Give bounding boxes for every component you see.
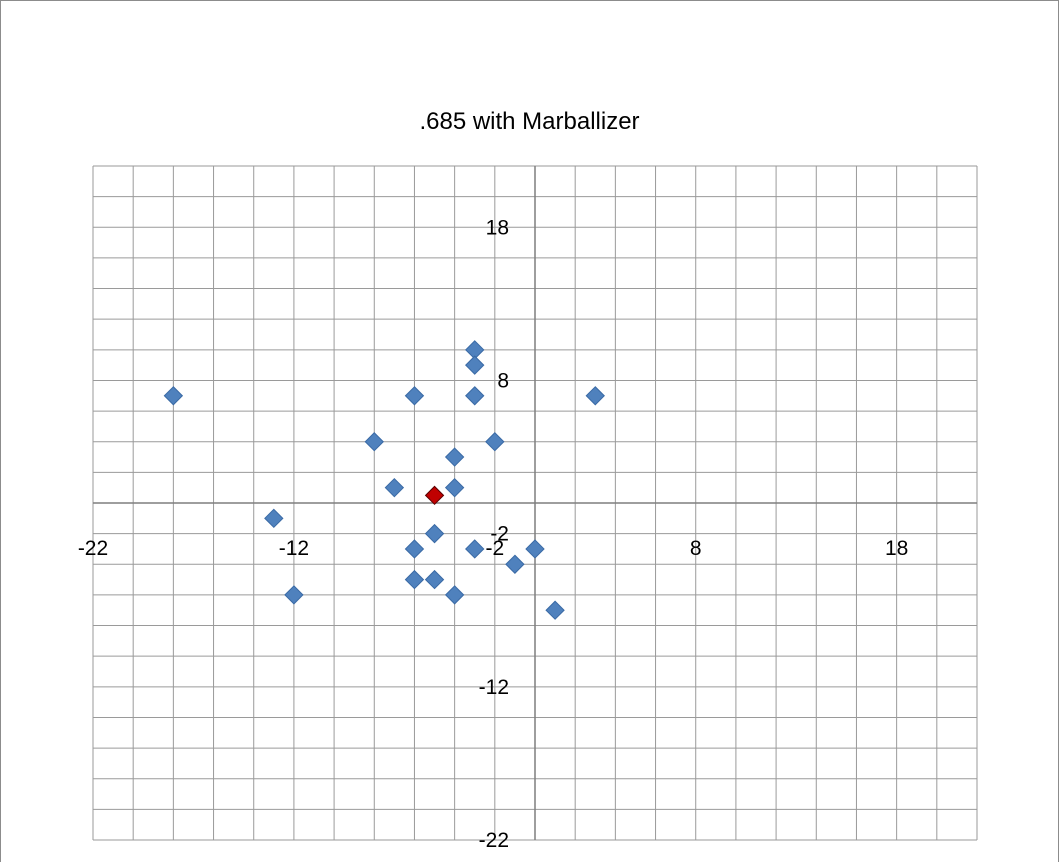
y-tick-label: 8	[497, 369, 509, 392]
data-point	[525, 539, 545, 559]
x-tick-label: 8	[690, 537, 702, 560]
data-point	[465, 355, 485, 375]
chart-title: .685 with Marballizer	[419, 108, 640, 135]
y-tick-labels: 18 8 -2 -12 -22	[479, 216, 509, 852]
x-tick-labels: -22 -12 -2 8 18	[78, 537, 908, 560]
y-tick-label: -12	[479, 676, 509, 699]
y-tick-label: 18	[486, 216, 509, 239]
data-point	[545, 600, 565, 620]
data-point	[264, 508, 284, 529]
x-tick-label: 18	[885, 537, 908, 560]
data-point	[465, 539, 485, 559]
data-point	[424, 569, 445, 590]
data-point	[404, 539, 425, 559]
axes	[93, 166, 977, 840]
data-point	[444, 477, 465, 498]
x-tick-label: -22	[78, 537, 108, 560]
data-point	[364, 432, 384, 452]
x-tick-label: -12	[279, 537, 309, 560]
data-point	[585, 386, 605, 406]
data-point	[485, 432, 505, 452]
data-point	[424, 485, 445, 506]
data-point	[404, 569, 425, 590]
data-point	[505, 554, 525, 574]
data-point	[404, 386, 425, 406]
data-points	[163, 340, 605, 620]
y-tick-label: -22	[479, 829, 509, 852]
data-point	[444, 585, 465, 605]
data-point	[465, 386, 485, 406]
data-point	[284, 585, 304, 605]
data-point	[384, 477, 405, 498]
data-point	[163, 386, 184, 406]
x-tick-label: -2	[485, 537, 504, 560]
data-point	[444, 447, 465, 467]
data-point	[424, 523, 445, 544]
y-tick-label: -2	[490, 523, 509, 546]
